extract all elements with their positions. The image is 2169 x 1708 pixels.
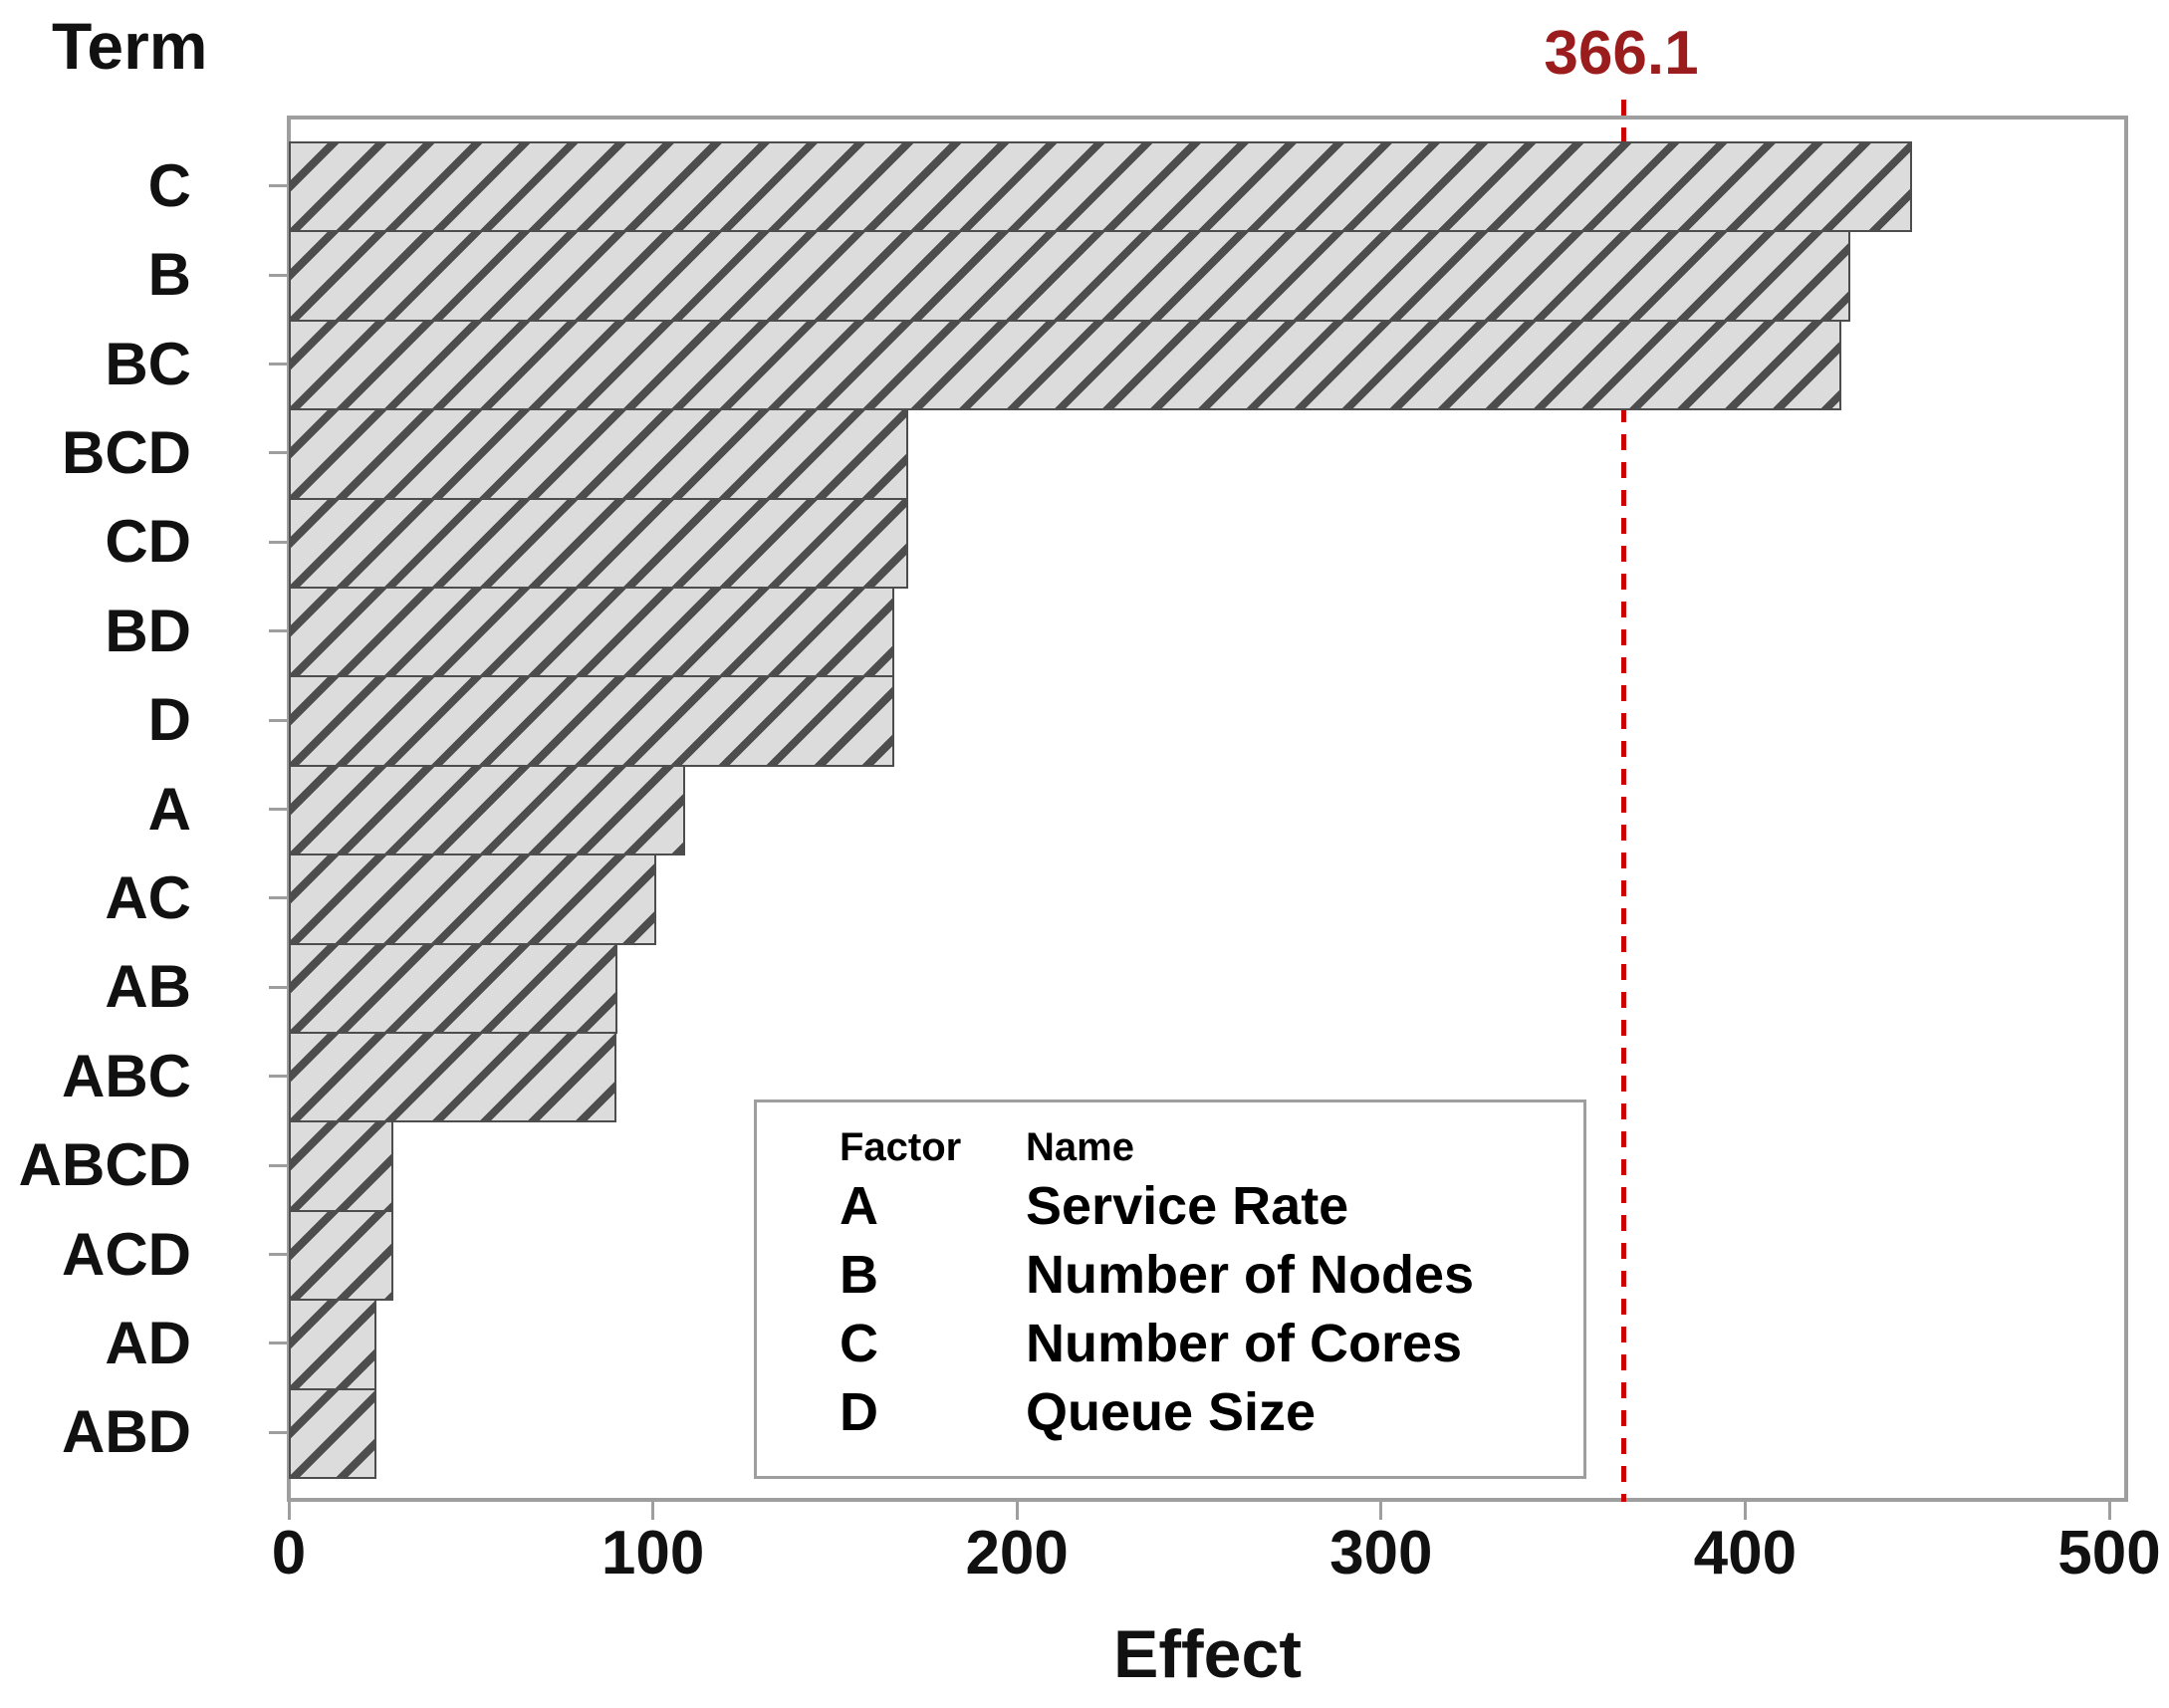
y-tick-abd: [269, 1430, 289, 1434]
x-label-500: 500: [2057, 1519, 2161, 1587]
legend-header-name: Name: [1026, 1125, 1134, 1169]
bar-acd: [289, 1209, 393, 1302]
x-tick-0: [287, 1502, 291, 1520]
x-label-0: 0: [271, 1519, 307, 1587]
y-tick-acd: [269, 1253, 289, 1256]
y-axis-title: Term: [52, 9, 208, 83]
y-tick-ab: [269, 985, 289, 989]
plot-area: [287, 100, 2128, 1502]
y-tick-b: [269, 273, 289, 277]
y-label-abd: ABD: [62, 1398, 191, 1466]
x-label-300: 300: [1329, 1519, 1433, 1587]
legend-name: Number of Nodes: [1026, 1245, 1475, 1305]
reference-line-label: 366.1: [1544, 19, 1699, 88]
legend-header-row: Factor Name: [840, 1122, 1583, 1172]
x-label-100: 100: [601, 1519, 705, 1587]
y-label-ac: AC: [105, 863, 191, 931]
y-label-bc: BC: [105, 330, 191, 397]
legend-row-b: B Number of Nodes: [840, 1241, 1583, 1310]
y-label-bcd: BCD: [62, 418, 191, 486]
y-tick-cd: [269, 540, 289, 544]
y-label-cd: CD: [105, 508, 191, 576]
bar-ab: [289, 942, 617, 1034]
legend-factor: A: [840, 1176, 878, 1236]
y-tick-a: [269, 808, 289, 811]
legend-factor: B: [840, 1245, 878, 1305]
y-label-ab: AB: [105, 953, 191, 1021]
y-tick-bd: [269, 629, 289, 633]
y-label-a: A: [147, 775, 191, 843]
legend-name: Number of Cores: [1026, 1314, 1463, 1373]
legend-row-a: A Service Rate: [840, 1172, 1583, 1241]
y-label-d: D: [147, 686, 191, 754]
x-tick-200: [1015, 1502, 1019, 1520]
y-label-abcd: ABCD: [18, 1131, 191, 1199]
bar-c: [289, 141, 1913, 233]
x-axis-title: Effect: [1113, 1616, 1302, 1692]
x-tick-300: [1379, 1502, 1383, 1520]
bar-abcd: [289, 1120, 393, 1212]
x-tick-500: [2107, 1502, 2111, 1520]
x-tick-400: [1743, 1502, 1747, 1520]
y-tick-bcd: [269, 451, 289, 455]
legend-name: Service Rate: [1026, 1176, 1349, 1236]
reference-line: [1621, 100, 1627, 1502]
bar-cd: [289, 497, 908, 589]
legend-row-d: D Queue Size: [840, 1378, 1583, 1447]
legend-name: Queue Size: [1026, 1382, 1317, 1442]
y-label-abc: ABC: [62, 1042, 191, 1109]
bar-bd: [289, 587, 894, 678]
y-label-ad: AD: [105, 1309, 191, 1376]
x-label-200: 200: [965, 1519, 1069, 1587]
bar-b: [289, 230, 1851, 322]
y-label-bd: BD: [105, 597, 191, 664]
legend-factor: D: [840, 1382, 878, 1442]
y-tick-bc: [269, 363, 289, 366]
y-label-acd: ACD: [62, 1220, 191, 1288]
bar-a: [289, 764, 685, 856]
y-tick-ac: [269, 896, 289, 900]
bar-ac: [289, 854, 656, 945]
y-tick-abcd: [269, 1163, 289, 1167]
bar-abc: [289, 1032, 616, 1123]
legend-header-factor: Factor: [840, 1125, 962, 1169]
legend-factor: C: [840, 1314, 878, 1373]
y-label-b: B: [147, 241, 191, 309]
bar-d: [289, 675, 894, 767]
y-tick-abc: [269, 1075, 289, 1079]
bar-bc: [289, 319, 1841, 411]
bar-abd: [289, 1387, 377, 1479]
y-label-c: C: [147, 151, 191, 219]
legend-rows: A Service Rate B Number of Nodes C Number of …: [840, 1172, 1583, 1447]
y-tick-c: [269, 184, 289, 188]
x-label-400: 400: [1693, 1519, 1798, 1587]
x-tick-100: [651, 1502, 655, 1520]
y-tick-ad: [269, 1342, 289, 1345]
legend-row-c: C Number of Cores: [840, 1310, 1583, 1378]
y-tick-d: [269, 718, 289, 722]
legend-box: Factor Name A Service Rate B Number of Nodes…: [754, 1099, 1586, 1479]
bar-ad: [289, 1299, 377, 1390]
bar-bcd: [289, 408, 908, 500]
